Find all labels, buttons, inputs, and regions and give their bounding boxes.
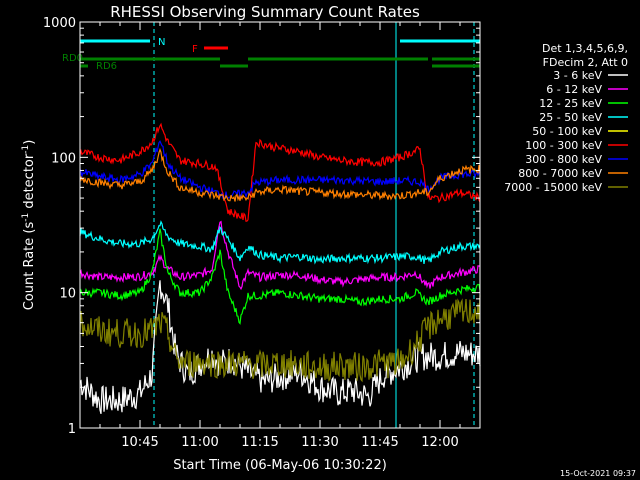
y-axis-label-sup: -1 (21, 213, 31, 222)
x-tick-label: 10:45 (121, 435, 158, 450)
legend-header: Det 1,3,4,5,6,9, (542, 42, 628, 55)
series-line-8 (79, 295, 481, 383)
series-line-6 (79, 140, 481, 200)
flag-label-rd0: RD0 (62, 53, 83, 64)
flag-label-rd6: RD6 (96, 61, 117, 72)
x-tick-label: 11:00 (181, 435, 218, 450)
y-axis-label-close: ) (22, 140, 37, 145)
y-tick-label: 1000 (43, 16, 76, 31)
y-axis-label-main: Count Rate (s (22, 222, 37, 311)
legend-header: FDecim 2, Att 0 (543, 56, 628, 69)
footer-date: 15-Oct-2021 09:37 (560, 469, 636, 478)
legend-entry-label: 100 - 300 keV (525, 139, 602, 152)
legend-entry-label: 3 - 6 keV (553, 69, 602, 82)
x-tick-label: 11:15 (241, 435, 278, 450)
series-line-2 (79, 228, 481, 325)
flag-label-n: N (158, 37, 165, 48)
y-axis-label-tail: detector (22, 153, 37, 213)
legend-entry-label: 25 - 50 keV (539, 111, 602, 124)
y-axis-label: Count Rate (s-1 detector-1) (21, 140, 37, 311)
plot-area: N F RD0 RD6 (62, 22, 481, 428)
series-line-1 (79, 220, 481, 291)
y-tick-label: 100 (51, 151, 76, 166)
series-line-3 (79, 220, 481, 265)
legend: Det 1,3,4,5,6,9,FDecim 2, Att 03 - 6 keV… (504, 42, 628, 194)
legend-entry-label: 12 - 25 keV (539, 97, 602, 110)
legend-entry-label: 7000 - 15000 keV (504, 181, 602, 194)
x-tick-label: 11:45 (361, 435, 398, 450)
y-tick-label: 1 (68, 422, 76, 437)
x-axis: 10:45 11:00 11:15 11:30 11:45 12:00 (79, 22, 481, 450)
x-tick-label: 11:30 (301, 435, 338, 450)
x-axis-label: Start Time (06-May-06 10:30:22) (173, 458, 387, 473)
y-tick-label: 10 (59, 287, 76, 302)
legend-entry-label: 300 - 800 keV (525, 153, 602, 166)
legend-entry-label: 800 - 7000 keV (518, 167, 602, 180)
series-line-7 (79, 147, 481, 202)
legend-entry-label: 50 - 100 keV (532, 125, 602, 138)
x-tick-label: 12:00 (421, 435, 458, 450)
y-axis: 1 10 100 1000 (43, 16, 480, 437)
chart-title: RHESSI Observing Summary Count Rates (110, 3, 420, 21)
y-axis-label-sup-2: -1 (21, 145, 31, 154)
flag-label-f: F (192, 44, 198, 55)
series-line-5 (79, 122, 481, 222)
legend-entry-label: 6 - 12 keV (546, 83, 602, 96)
